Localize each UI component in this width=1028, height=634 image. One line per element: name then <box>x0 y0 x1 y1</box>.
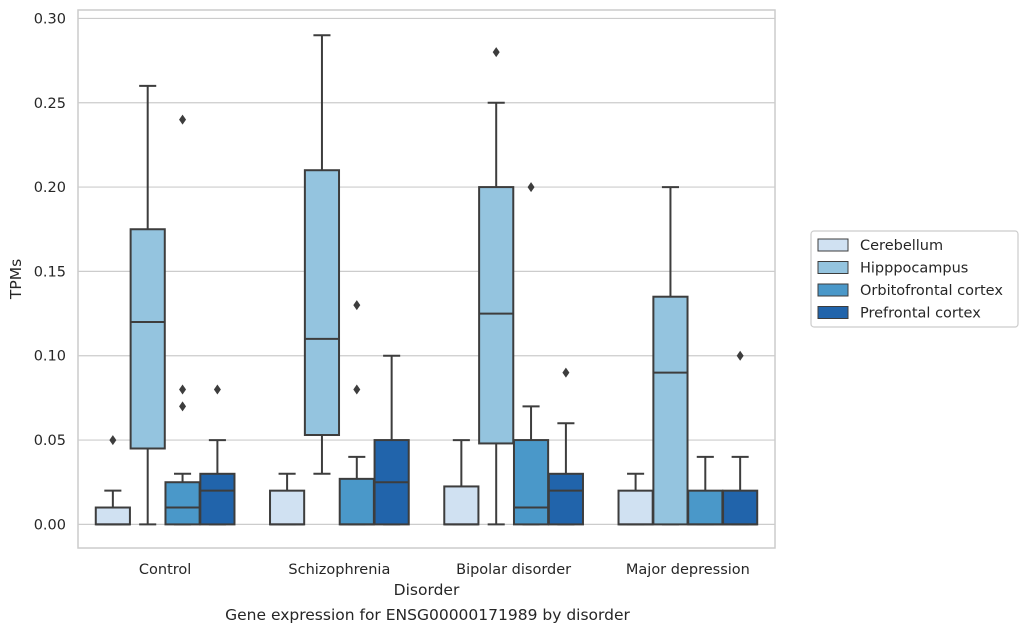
box-cerebellum <box>94 435 131 526</box>
iqr-box <box>722 489 759 526</box>
box-prefrontal-cortex <box>199 384 236 526</box>
y-tick-label: 0.25 <box>34 96 66 112</box>
legend-swatch <box>817 306 849 319</box>
x-axis-label: Disorder <box>394 581 460 599</box>
iqr-box <box>303 169 341 437</box>
iqr-box <box>687 489 724 526</box>
x-tick-label: Schizophrenia <box>288 562 390 578</box>
box-cerebellum <box>269 472 306 526</box>
box-hipppocampus <box>478 47 515 526</box>
outlier-marker <box>492 47 500 58</box>
legend: Cerebellum Hipppocampus Orbitofrontal cort… <box>810 230 1019 328</box>
iqr-box <box>338 477 375 526</box>
legend-swatch <box>817 238 849 252</box>
legend-swatch <box>817 261 849 274</box>
legend-label: Hipppocampus <box>860 261 968 277</box>
box-orbitofrontal-cortex <box>164 114 201 526</box>
boxplot-chart: 0.00 0.05 0.10 0.15 0.20 0.25 0.30 Control Schiz… <box>7 9 1019 599</box>
legend-frame <box>810 230 1019 328</box>
iqr-box <box>164 481 201 526</box>
box-cerebellum <box>443 439 480 526</box>
iqr-box <box>199 472 236 526</box>
outlier-marker <box>353 300 361 311</box>
outlier-marker <box>109 435 117 446</box>
outlier-marker <box>736 350 744 361</box>
box-hipppocampus <box>652 186 689 526</box>
outlier-marker <box>179 384 187 395</box>
box-hipppocampus <box>129 84 166 526</box>
y-tick-label: 0.20 <box>34 180 66 196</box>
y-tick-label: 0.00 <box>34 517 66 533</box>
box-hipppocampus <box>303 34 341 475</box>
iqr-box <box>547 472 584 526</box>
outlier-marker <box>353 384 361 395</box>
figure-caption: Gene expression for ENSG00000171989 by d… <box>225 606 630 624</box>
iqr-box <box>129 228 166 450</box>
box-prefrontal-cortex <box>547 367 584 526</box>
legend-label: Orbitofrontal cortex <box>860 283 1003 299</box>
box-cerebellum <box>617 472 654 526</box>
iqr-box <box>652 295 689 526</box>
box-orbitofrontal-cortex <box>338 300 375 526</box>
y-tick-label: 0.30 <box>34 11 66 27</box>
outlier-marker <box>562 367 570 378</box>
iqr-box <box>94 506 131 526</box>
box-prefrontal-cortex <box>373 354 410 526</box>
iqr-box <box>617 489 654 526</box>
y-tick-label: 0.10 <box>34 349 66 365</box>
legend-swatch <box>817 283 849 297</box>
box-orbitofrontal-cortex <box>687 455 724 526</box>
legend-label: Prefrontal cortex <box>860 306 981 322</box>
x-tick-label: Control <box>139 562 191 578</box>
iqr-box <box>512 439 550 526</box>
y-axis-label: TPMs <box>7 259 25 300</box>
x-tick-label: Bipolar disorder <box>456 562 571 578</box>
x-tick-label: Major depression <box>626 562 750 578</box>
y-tick-label: 0.05 <box>34 433 66 449</box>
iqr-box <box>478 186 515 445</box>
outlier-marker <box>527 182 535 193</box>
outlier-marker <box>179 114 187 125</box>
legend-label: Cerebellum <box>860 238 943 254</box>
box-prefrontal-cortex <box>722 350 759 526</box>
box-orbitofrontal-cortex <box>512 182 550 526</box>
outlier-marker <box>213 384 221 395</box>
outlier-marker <box>179 401 187 412</box>
iqr-box <box>443 485 480 526</box>
y-tick-label: 0.15 <box>34 264 66 280</box>
plot-frame <box>77 9 776 549</box>
iqr-box <box>269 489 306 526</box>
